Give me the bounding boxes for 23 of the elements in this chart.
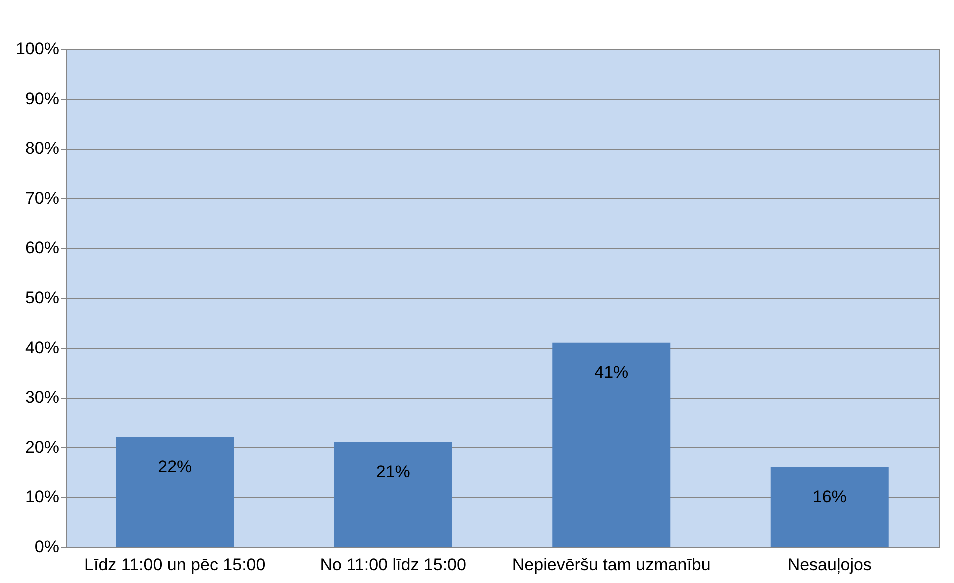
y-tick-label: 90% <box>25 89 60 108</box>
y-tick-label: 40% <box>25 338 60 358</box>
y-tick-label: 50% <box>25 288 60 308</box>
bar <box>770 467 889 547</box>
x-tick-label: Līdz 11:00 un pēc 15:00 <box>84 556 266 574</box>
y-tick-label: 80% <box>25 139 60 158</box>
y-tick-label: 30% <box>25 388 60 408</box>
x-tick-label: No 11:00 līdz 15:00 <box>320 556 466 574</box>
data-label: 41% <box>594 362 629 382</box>
y-tick-label: 100% <box>16 40 60 58</box>
bar <box>116 437 234 547</box>
y-tick-label: 0% <box>34 538 60 556</box>
bar <box>334 442 452 547</box>
data-label: 22% <box>158 457 192 476</box>
bar <box>552 342 671 547</box>
data-label: 21% <box>376 462 410 482</box>
y-tick-label: 60% <box>25 238 60 258</box>
y-tick-label: 10% <box>25 488 60 507</box>
y-tick-label: 70% <box>25 188 60 208</box>
y-tick-label: 20% <box>25 438 60 457</box>
x-tick-label: Nepievēršu tam uzmanību <box>512 556 711 574</box>
x-tick-label: Nesauļojos <box>788 556 872 574</box>
data-label: 16% <box>812 487 847 506</box>
